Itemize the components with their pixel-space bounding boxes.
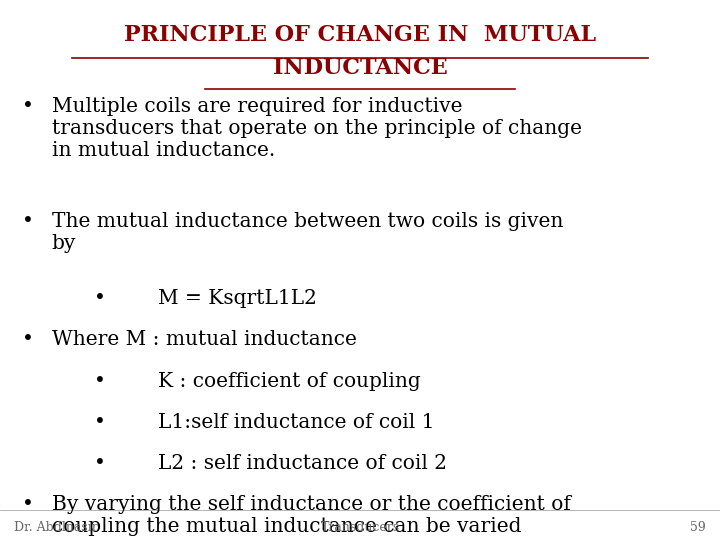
Text: Where M : mutual inductance: Where M : mutual inductance — [52, 330, 356, 349]
Text: The mutual inductance between two coils is given
by: The mutual inductance between two coils … — [52, 212, 563, 253]
Text: Dr. Abdlnasir: Dr. Abdlnasir — [14, 521, 98, 534]
Text: •: • — [22, 330, 33, 349]
Text: •: • — [22, 97, 33, 116]
Text: L1:self inductance of coil 1: L1:self inductance of coil 1 — [158, 413, 435, 431]
Text: •: • — [22, 212, 33, 231]
Text: •: • — [94, 289, 105, 308]
Text: By varying the self inductance or the coefficient of
coupling the mutual inducta: By varying the self inductance or the co… — [52, 495, 571, 536]
Text: •: • — [94, 454, 105, 472]
Text: Multiple coils are required for inductive
transducers that operate on the princi: Multiple coils are required for inductiv… — [52, 97, 582, 160]
Text: •: • — [22, 495, 33, 514]
Text: L2 : self inductance of coil 2: L2 : self inductance of coil 2 — [158, 454, 447, 472]
Text: •: • — [94, 372, 105, 390]
Text: INDUCTANCE: INDUCTANCE — [273, 57, 447, 79]
Text: M = KsqrtL1L2: M = KsqrtL1L2 — [158, 289, 318, 308]
Text: 59: 59 — [690, 521, 706, 534]
Text: Transducers: Transducers — [320, 521, 400, 534]
Text: PRINCIPLE OF CHANGE IN  MUTUAL: PRINCIPLE OF CHANGE IN MUTUAL — [124, 24, 596, 46]
Text: K : coefficient of coupling: K : coefficient of coupling — [158, 372, 421, 390]
Text: •: • — [94, 413, 105, 431]
